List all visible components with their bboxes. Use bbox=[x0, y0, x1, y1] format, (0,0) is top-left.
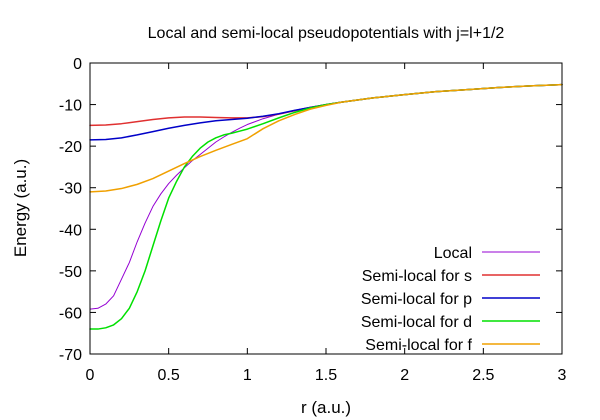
x-tick-label: 3 bbox=[558, 367, 567, 384]
y-tick-label: 0 bbox=[73, 56, 82, 73]
y-axis-label: Energy (a.u.) bbox=[11, 159, 30, 257]
y-tick-label: -30 bbox=[59, 181, 82, 198]
y-tick-label: -50 bbox=[59, 264, 82, 281]
plot-frame bbox=[89, 62, 563, 355]
legend-label-3: Semi-local for d bbox=[361, 314, 472, 331]
y-tick-labels: 0 -10 -20 -30 -40 -50 -60 -70 bbox=[59, 56, 82, 364]
x-tick-labels: 0 0.5 1 1.5 2 2.5 3 bbox=[86, 367, 567, 384]
y-tick-label: -70 bbox=[59, 347, 82, 364]
legend: Local Semi-local for s Semi-local for p Sem… bbox=[361, 245, 540, 354]
axis-ticks bbox=[89, 62, 563, 355]
y-tick-label: -60 bbox=[59, 305, 82, 322]
series-line-2 bbox=[89, 83, 563, 141]
series-line-4 bbox=[89, 83, 563, 193]
y-tick-label: -20 bbox=[59, 139, 82, 156]
x-tick-label: 0.5 bbox=[158, 367, 180, 384]
y-tick-label: -10 bbox=[59, 98, 82, 115]
x-tick-label: 0 bbox=[86, 367, 95, 384]
chart-title: Local and semi-local pseudopotentials wi… bbox=[148, 25, 505, 42]
x-axis-label: r (a.u.) bbox=[301, 398, 351, 417]
x-tick-label: 1 bbox=[243, 367, 252, 384]
legend-label-0: Local bbox=[434, 245, 472, 262]
x-tick-label: 2.5 bbox=[472, 367, 494, 384]
series-line-3 bbox=[89, 83, 563, 330]
x-tick-label: 1.5 bbox=[315, 367, 337, 384]
x-tick-label: 2 bbox=[400, 367, 409, 384]
series-layer bbox=[89, 83, 563, 330]
legend-label-2: Semi-local for p bbox=[361, 291, 472, 308]
y-tick-label: -40 bbox=[59, 222, 82, 239]
legend-label-1: Semi-local for s bbox=[362, 268, 472, 285]
legend-label-4: Semi-local for f bbox=[365, 337, 472, 354]
